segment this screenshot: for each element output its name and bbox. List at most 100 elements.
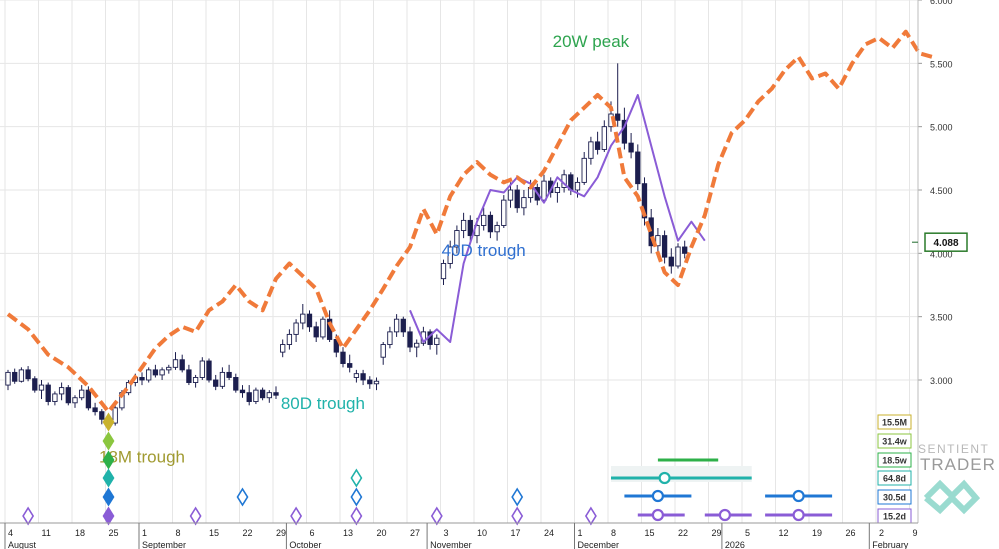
candle-body (635, 151, 641, 185)
candle-body (259, 389, 266, 399)
brand-mark-icon (923, 479, 981, 515)
candle-body (38, 384, 45, 391)
candle-body (99, 411, 105, 420)
x-tick-label: 22 (678, 528, 688, 538)
candle-body (353, 373, 360, 378)
cycle-diamond-icon (102, 487, 115, 507)
x-tick-label: 8 (611, 528, 616, 538)
candle-body (541, 180, 547, 201)
candle-body (112, 407, 118, 424)
candle-body (380, 344, 386, 358)
candle-body (414, 342, 420, 348)
candle-body (219, 371, 226, 387)
candle-body (300, 313, 306, 324)
candle-body (286, 333, 293, 345)
candle-body (273, 392, 279, 396)
projection-shade (611, 466, 752, 482)
candle-body (347, 363, 353, 368)
x-tick-label: 4 (8, 528, 13, 538)
cycle-diamond-icon (584, 506, 597, 526)
cycle-legend-label: 15.2d (883, 512, 906, 522)
candle-body (246, 392, 252, 402)
annotation-label: 20W peak (553, 32, 630, 51)
cycle-diamond-icon (350, 487, 363, 507)
candle-body (192, 377, 199, 383)
annotations: 20W peak 40D trough 80D trough 18M trough (99, 32, 630, 466)
cycle-legend-box (877, 452, 912, 468)
last-price-label: 4.088 (933, 238, 958, 249)
brand-line2: TRADER (920, 455, 996, 474)
x-tick-label: 26 (846, 528, 856, 538)
y-tick-label: 5.500 (930, 59, 953, 69)
candle-body (152, 369, 159, 376)
x-tick-label: 18 (75, 528, 85, 538)
candle-body (554, 187, 561, 193)
candle-body (32, 378, 38, 391)
cycle-legend-box (877, 414, 912, 430)
candle-body (521, 197, 527, 209)
candle-body (655, 235, 661, 247)
x-tick-label: 1 (578, 528, 583, 538)
month-label: February (872, 540, 909, 549)
candle-body (621, 119, 628, 144)
candle-body (313, 326, 319, 338)
brand-line1: SENTIENT (918, 442, 989, 456)
x-tick-label: 17 (511, 528, 521, 538)
candle-body (166, 366, 172, 371)
x-tick-label: 24 (544, 528, 554, 538)
candle-body (481, 214, 487, 226)
candle-body (45, 384, 51, 402)
x-tick-label: 3 (444, 528, 449, 538)
cycle-diamond-icon (430, 506, 443, 526)
x-tick-label: 5 (745, 528, 750, 538)
candle-body (306, 313, 313, 328)
month-label: November (430, 540, 472, 549)
projection-center-icon (651, 489, 665, 503)
y-tick-label: 6.000 (930, 0, 953, 6)
y-tick-label: 3.000 (930, 376, 953, 386)
y-tick-label: 5.000 (930, 123, 953, 133)
cycle-legend-box (877, 489, 912, 505)
candle-body (226, 371, 232, 378)
projection-center-icon (718, 508, 732, 522)
candle-body (139, 377, 145, 381)
x-tick-label: 19 (812, 528, 822, 538)
month-label: October (289, 540, 321, 549)
candle-body (25, 369, 31, 380)
cycle-diamond-icon (102, 468, 115, 488)
candle-body (460, 219, 467, 231)
candle-body (440, 263, 447, 280)
candle-body (507, 189, 514, 201)
candle-body (501, 199, 507, 226)
projection-center-icon (792, 489, 805, 503)
x-tick-label: 12 (779, 528, 789, 538)
x-tick-label: 15 (645, 528, 655, 538)
x-tick-label: 27 (410, 528, 420, 538)
candle-body (85, 389, 92, 409)
x-tick-label: 6 (310, 528, 315, 538)
x-tick-label: 9 (913, 528, 918, 538)
cycle-legend-label: 15.5M (882, 418, 907, 428)
composite-line (6, 29, 934, 414)
candle-body (79, 389, 85, 399)
x-tick-label: 22 (243, 528, 253, 538)
projection-bars (611, 458, 833, 522)
candle-body (146, 369, 152, 381)
candle-body (467, 219, 473, 237)
candle-body (172, 359, 179, 368)
cycle-diamond-icon (102, 450, 115, 470)
annotation-label: 40D trough (442, 241, 526, 260)
candle-body (320, 318, 326, 338)
cycle-legend-label: 31.4w (882, 437, 908, 447)
candle-body (447, 246, 453, 264)
candle-body (454, 230, 460, 248)
candle-body (367, 379, 373, 385)
cycle-diamond-icon (102, 506, 115, 526)
annotation-label: 80D trough (281, 394, 365, 413)
candle-body (125, 382, 132, 394)
candle-body (213, 379, 219, 387)
x-tick-label: 20 (377, 528, 387, 538)
cycle-diamond-icon (102, 431, 115, 451)
annotation-label: 18M trough (99, 447, 185, 466)
candle-body (360, 373, 366, 381)
